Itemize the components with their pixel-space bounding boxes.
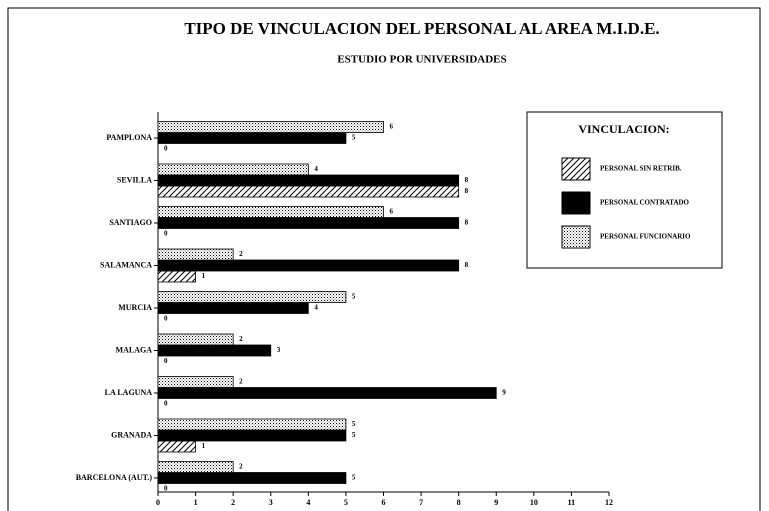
- value-label: 8: [465, 261, 469, 269]
- value-label: 5: [352, 293, 356, 301]
- bar: [157, 472, 347, 484]
- y-tick-label: MALAGA: [116, 345, 153, 354]
- x-tick-label: 5: [344, 498, 348, 507]
- value-label: 3: [277, 346, 281, 354]
- bar: [157, 270, 196, 283]
- y-tick-label: SEVILLA: [117, 175, 152, 184]
- x-tick-label: 7: [419, 498, 423, 507]
- y-tick-label: MURCIA: [118, 303, 152, 312]
- legend-swatch: [561, 191, 591, 215]
- value-label: 5: [352, 431, 356, 439]
- bar: [157, 461, 234, 473]
- value-label: 5: [352, 474, 356, 482]
- y-tick-label: BARCELONA (AUT.): [76, 473, 153, 482]
- value-label: 0: [164, 357, 168, 365]
- bar: [157, 429, 347, 442]
- value-label: 6: [390, 123, 394, 131]
- bar: [157, 387, 497, 399]
- legend-box: [526, 111, 723, 269]
- bar: [157, 302, 309, 314]
- legend-label: PERSONAL SIN RETRIB.: [600, 165, 682, 173]
- x-tick-label: 10: [530, 498, 538, 507]
- legend-label: PERSONAL FUNCIONARIO: [600, 233, 691, 241]
- value-label: 0: [164, 485, 168, 493]
- y-tick-label: LA LAGUNA: [105, 388, 153, 397]
- frame: [7, 7, 761, 511]
- value-label: 0: [164, 315, 168, 323]
- value-label: 1: [202, 272, 206, 280]
- bar: [157, 121, 384, 133]
- x-tick-label: 9: [494, 498, 498, 507]
- chart-title: TIPO DE VINCULACION DEL PERSONAL AL AREA…: [184, 19, 659, 38]
- bar: [157, 132, 347, 144]
- value-label: 0: [164, 400, 168, 408]
- value-label: 2: [239, 378, 243, 386]
- x-tick-label: 4: [306, 498, 310, 507]
- value-label: 0: [164, 145, 168, 153]
- value-label: 2: [239, 250, 243, 258]
- value-label: 9: [502, 389, 506, 397]
- legend-label: PERSONAL CONTRATADO: [600, 199, 690, 207]
- legend-swatch: [561, 157, 591, 181]
- x-tick-label: 6: [382, 498, 386, 507]
- bar: [157, 333, 234, 346]
- legend-title: VINCULACION:: [578, 122, 669, 136]
- bar: [157, 291, 347, 303]
- value-label: 1: [202, 442, 206, 450]
- value-label: 8: [465, 176, 469, 184]
- bar: [157, 418, 347, 431]
- bar: [157, 206, 384, 218]
- value-label: 8: [465, 219, 469, 227]
- bar: [157, 376, 234, 388]
- x-tick-label: 2: [231, 498, 235, 507]
- x-tick-label: 1: [194, 498, 198, 507]
- y-tick-label: SANTIAGO: [109, 218, 152, 227]
- x-tick-label: 8: [457, 498, 461, 507]
- x-tick-label: 3: [269, 498, 273, 507]
- value-label: 5: [352, 420, 356, 428]
- bar: [157, 174, 460, 187]
- x-tick-label: 12: [605, 498, 613, 507]
- bar: [157, 440, 196, 453]
- value-label: 2: [239, 335, 243, 343]
- bar: [157, 217, 460, 229]
- bar: [157, 248, 234, 261]
- bar: [157, 163, 309, 176]
- legend-swatch: [561, 225, 591, 249]
- chart-subtitle: ESTUDIO POR UNIVERSIDADES: [337, 54, 506, 66]
- value-label: 6: [390, 208, 394, 216]
- value-label: 4: [314, 165, 318, 173]
- y-tick-label: PAMPLONA: [106, 133, 152, 142]
- value-label: 8: [465, 187, 469, 195]
- x-tick-label: 11: [568, 498, 576, 507]
- y-tick-label: GRANADA: [111, 430, 152, 439]
- bar: [157, 185, 460, 198]
- value-label: 4: [314, 304, 318, 312]
- y-tick-label: SALAMANCA: [100, 260, 152, 269]
- bar: [157, 344, 272, 357]
- value-label: 2: [239, 463, 243, 471]
- value-label: 5: [352, 134, 356, 142]
- value-label: 0: [164, 230, 168, 238]
- bar: [157, 259, 460, 272]
- x-tick-label: 0: [156, 498, 160, 507]
